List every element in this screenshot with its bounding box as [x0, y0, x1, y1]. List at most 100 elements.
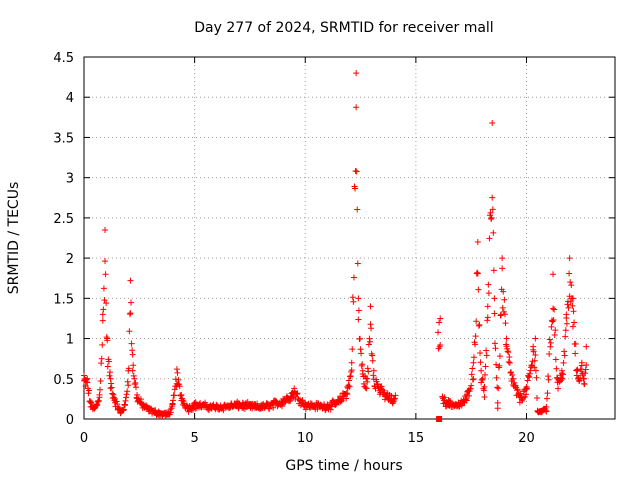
data-point [345, 377, 352, 384]
data-point [97, 386, 104, 393]
data-point [97, 377, 104, 384]
data-point [504, 348, 511, 355]
data-point [550, 316, 557, 323]
data-point [522, 391, 529, 398]
data-point [569, 295, 576, 302]
data-point [390, 399, 397, 406]
data-point [467, 385, 474, 392]
data-point [84, 375, 91, 382]
data-point [357, 346, 364, 353]
data-point [569, 302, 576, 309]
data-point [550, 271, 557, 278]
data-point [359, 367, 366, 374]
data-point [266, 405, 273, 412]
data-point [357, 335, 364, 342]
data-point [488, 214, 495, 221]
data-point [126, 328, 133, 335]
data-point [463, 391, 470, 398]
data-point [514, 387, 521, 394]
data-point [469, 376, 476, 383]
data-point [489, 119, 496, 126]
data-point [364, 365, 371, 372]
data-point [386, 391, 393, 398]
data-point [130, 372, 137, 379]
data-point [140, 401, 147, 408]
data-point [570, 308, 577, 315]
data-point [562, 327, 569, 334]
data-point [191, 399, 198, 406]
data-point [176, 383, 183, 390]
data-point [102, 258, 109, 265]
data-point [99, 317, 106, 324]
data-point [327, 406, 334, 413]
data-point [124, 378, 131, 385]
data-point [525, 373, 532, 380]
data-point [173, 366, 180, 373]
y-tick-label: 1.5 [53, 292, 74, 307]
y-tick-label: 2.5 [53, 212, 74, 227]
data-point [344, 391, 351, 398]
data-point [492, 345, 499, 352]
data-point [566, 255, 573, 262]
data-point [392, 392, 399, 399]
y-axis-label: SRMTID / TECUs [6, 182, 22, 295]
data-point [287, 397, 294, 404]
data-point [353, 168, 360, 175]
data-point [489, 206, 496, 213]
data-point [436, 319, 443, 326]
data-point [171, 386, 178, 393]
data-point [576, 378, 583, 385]
data-point [350, 298, 357, 305]
data-point [353, 104, 360, 111]
data-point [390, 395, 397, 402]
data-point [127, 310, 134, 317]
data-point [484, 314, 491, 321]
data-point [258, 402, 264, 409]
data-point [106, 369, 113, 376]
x-tick-label: 15 [408, 431, 425, 446]
data-point [170, 397, 177, 404]
data-point [546, 350, 553, 357]
data-point [469, 365, 476, 372]
data-point [553, 365, 560, 372]
data-point [505, 359, 512, 366]
data-point [501, 311, 508, 318]
data-point [487, 209, 494, 216]
data-point [147, 406, 154, 413]
data-point [476, 321, 483, 328]
data-point [131, 375, 138, 382]
data-point [435, 329, 441, 336]
data-point [102, 271, 109, 278]
x-tick-label: 5 [190, 431, 198, 446]
data-point [482, 363, 489, 370]
data-point [534, 407, 541, 414]
data-point [510, 375, 517, 382]
data-point [542, 407, 549, 414]
data-point [493, 361, 500, 368]
data-point [571, 319, 578, 326]
data-point [532, 335, 539, 342]
data-point [120, 407, 127, 414]
data-point [179, 397, 186, 404]
data-point [526, 370, 533, 377]
data-point [177, 392, 184, 399]
data-point [470, 359, 477, 366]
data-point [494, 399, 501, 406]
data-point [547, 343, 554, 350]
data-point [568, 282, 575, 289]
data-point [484, 303, 491, 310]
plot-frame [83, 56, 616, 420]
data-point [367, 303, 374, 310]
data-point [437, 342, 444, 349]
data-point [495, 385, 502, 392]
data-point [165, 411, 172, 418]
y-tick-label: 0 [66, 413, 74, 428]
data-points [81, 70, 590, 422]
data-point [355, 295, 362, 302]
data-point [335, 396, 342, 403]
data-point [470, 376, 477, 383]
data-point [349, 346, 356, 353]
x-axis-label: GPS time / hours [285, 458, 402, 474]
data-point [514, 386, 521, 393]
data-point [354, 206, 361, 213]
